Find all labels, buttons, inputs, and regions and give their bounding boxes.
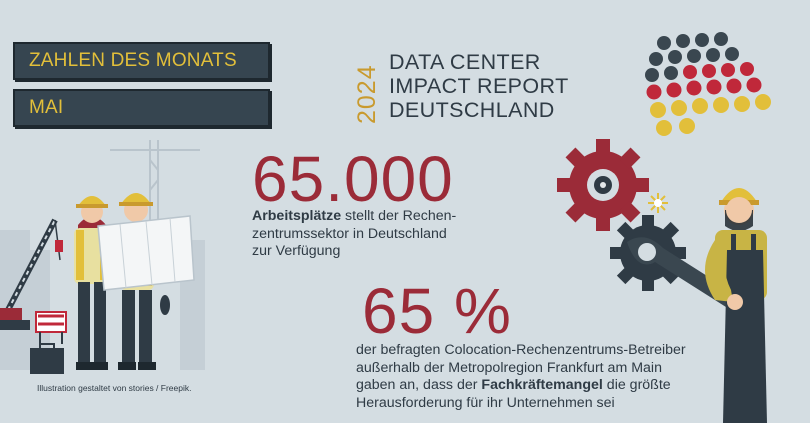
toolbox-icon (30, 348, 64, 374)
stat2-line3-post: die größte (602, 377, 671, 393)
report-title-line2: IMPACT REPORT (389, 74, 569, 98)
crane-icon (0, 218, 63, 330)
stat2-line4: Herausforderung für ihr Unternehmen sei (356, 394, 615, 411)
report-title: DATA CENTER IMPACT REPORT DEUTSCHLAND (389, 50, 569, 122)
stat2-number: 65 % (362, 275, 512, 347)
stat2-line2: außerhalb der Metropolregion Frankfurt a… (356, 359, 662, 376)
stat1-line2: zentrumssektor in Deutschland (252, 225, 447, 242)
spark-icon (648, 193, 668, 213)
barrier-icon (35, 311, 67, 344)
banner-zahlen-des-monats: ZAHLEN DES MONATS (13, 42, 270, 80)
worker-right (705, 188, 767, 423)
blueprint-icon (97, 215, 195, 291)
banner-month: MAI (13, 89, 270, 127)
stat1-text: Arbeitsplätze stellt der Rechen- zentrum… (252, 208, 456, 261)
gear-icon (557, 139, 649, 231)
flag-dots-icon (645, 32, 771, 136)
stat2-line3-pre: gaben an, dass der (356, 377, 482, 393)
stat2-line3: gaben an, dass der Fachkräftemangel die … (356, 377, 686, 395)
construction-illustration (0, 140, 205, 374)
report-title-line3: DEUTSCHLAND (389, 98, 555, 122)
report-title-line1: DATA CENTER (389, 50, 541, 74)
stat2-line1: der befragten Colocation-Rechenzentrums-… (356, 342, 686, 358)
report-year-text: 2024 (353, 64, 381, 124)
stat1-line1: Arbeitsplätze stellt der Rechen- (252, 208, 456, 226)
stat1-line3: zur Verfügung (252, 243, 341, 259)
banner-title: ZAHLEN DES MONATS (29, 50, 237, 71)
stat1-line1-rest: stellt der Rechen- (341, 208, 457, 224)
report-year: 2024 (353, 64, 381, 124)
stat2-bold: Fachkräftemangel (481, 377, 603, 393)
stat1-bold: Arbeitsplätze (252, 208, 342, 224)
gears-worker-illustration (557, 139, 767, 423)
banner-month-label: MAI (29, 97, 64, 118)
stat2-text: der befragten Colocation-Rechenzentrums-… (356, 342, 686, 412)
illustration-credit: Illustration gestaltet von stories / Fre… (37, 383, 192, 393)
worker-woman (74, 196, 110, 370)
stat1-number: 65.000 (252, 143, 454, 215)
